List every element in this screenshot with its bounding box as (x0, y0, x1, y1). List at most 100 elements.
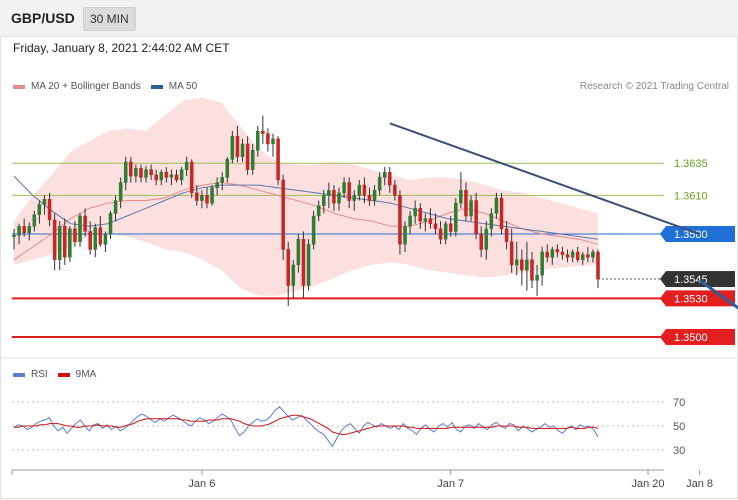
candle (586, 246, 590, 263)
legend-label-ma50: MA 50 (168, 81, 198, 92)
candle (408, 210, 412, 235)
candle (377, 172, 382, 196)
candle (22, 218, 26, 237)
candle (215, 177, 219, 196)
candle-body (57, 226, 62, 261)
candle (570, 249, 575, 263)
candle (164, 167, 169, 183)
candle-body (316, 205, 321, 217)
candle-body (266, 133, 270, 145)
candle (261, 115, 265, 144)
candle (149, 164, 153, 180)
candle (367, 187, 372, 206)
candle-body (469, 200, 473, 217)
level-label-1.3580: 1.3580 (674, 229, 708, 241)
candle (27, 222, 32, 241)
candle (78, 213, 82, 247)
candle (591, 249, 595, 263)
candle-body (291, 264, 296, 286)
candle-body (78, 215, 82, 242)
candle (123, 156, 128, 191)
candle (509, 228, 514, 273)
candle (210, 185, 214, 206)
candle-body (586, 254, 590, 258)
candle (504, 221, 509, 250)
candle (255, 125, 260, 157)
candle (550, 246, 555, 265)
candle-body (179, 169, 184, 181)
candle (372, 185, 377, 206)
candle-body (459, 189, 463, 204)
candle (494, 192, 499, 219)
candle-body (464, 189, 468, 217)
rsi-tick-70: 70 (673, 397, 685, 409)
candle-body (184, 161, 189, 170)
candle-body (398, 195, 402, 245)
candle (42, 195, 47, 215)
candle (17, 223, 21, 245)
rsi-legend: RSI 9MA (13, 369, 106, 380)
resistance-trendline (389, 122, 700, 235)
rsi-tick-30: 30 (673, 445, 685, 457)
candle-body (149, 169, 153, 176)
candle (195, 185, 199, 206)
candle-body (362, 184, 367, 196)
legend-item-ma20-bb: MA 20 + Bollinger Bands (13, 81, 141, 92)
level-label-1.3545: 1.3545 (674, 274, 708, 286)
candle-body (423, 218, 428, 222)
candle (418, 203, 423, 229)
candle (474, 192, 478, 240)
candle (12, 228, 16, 250)
candle (388, 167, 392, 193)
candle (286, 241, 290, 307)
candle-body (129, 161, 133, 177)
timeframe-button[interactable]: 30 MIN (83, 7, 136, 31)
candle (423, 213, 428, 232)
candle (32, 210, 37, 232)
candle (596, 249, 600, 289)
candle-body (230, 135, 235, 160)
candle-body (174, 174, 179, 181)
candle-body (565, 254, 570, 258)
candle-body (37, 204, 42, 215)
candle-body (159, 171, 164, 181)
level-tag-1.3500 (666, 328, 735, 345)
candle-body (63, 226, 67, 258)
candle-body (169, 174, 174, 178)
level-tag-pointer-1.3580 (660, 226, 666, 243)
candle (342, 177, 346, 198)
candle-body (235, 135, 240, 158)
candle-body (454, 202, 458, 232)
candle-body (596, 251, 600, 280)
candle (220, 172, 224, 191)
candle (459, 172, 463, 209)
candle-body (408, 215, 412, 227)
candle (225, 156, 230, 183)
candle-body (281, 179, 285, 250)
level-tag-pointer-1.3530 (660, 290, 666, 307)
candle (347, 177, 351, 209)
symbol-label: GBP/USD (11, 10, 75, 26)
candle (438, 221, 443, 245)
candle-body (144, 169, 148, 178)
candle (520, 249, 524, 286)
candle-body (494, 197, 499, 214)
legend-label-9ma: 9MA (75, 369, 97, 380)
candle (179, 167, 184, 186)
candle-body (200, 195, 204, 201)
candle (575, 246, 580, 263)
candle (57, 221, 62, 271)
candle (530, 252, 534, 289)
candle-body (352, 195, 357, 201)
candle (322, 190, 326, 214)
level-label-1.3500: 1.3500 (674, 332, 708, 344)
candle (448, 215, 453, 237)
candle (250, 143, 255, 175)
candle-body (215, 182, 219, 188)
candle-body (271, 138, 275, 145)
candle (291, 259, 296, 299)
candle-body (550, 249, 555, 258)
candle (129, 156, 133, 183)
candle-body (261, 130, 265, 134)
candle-body (372, 189, 377, 201)
